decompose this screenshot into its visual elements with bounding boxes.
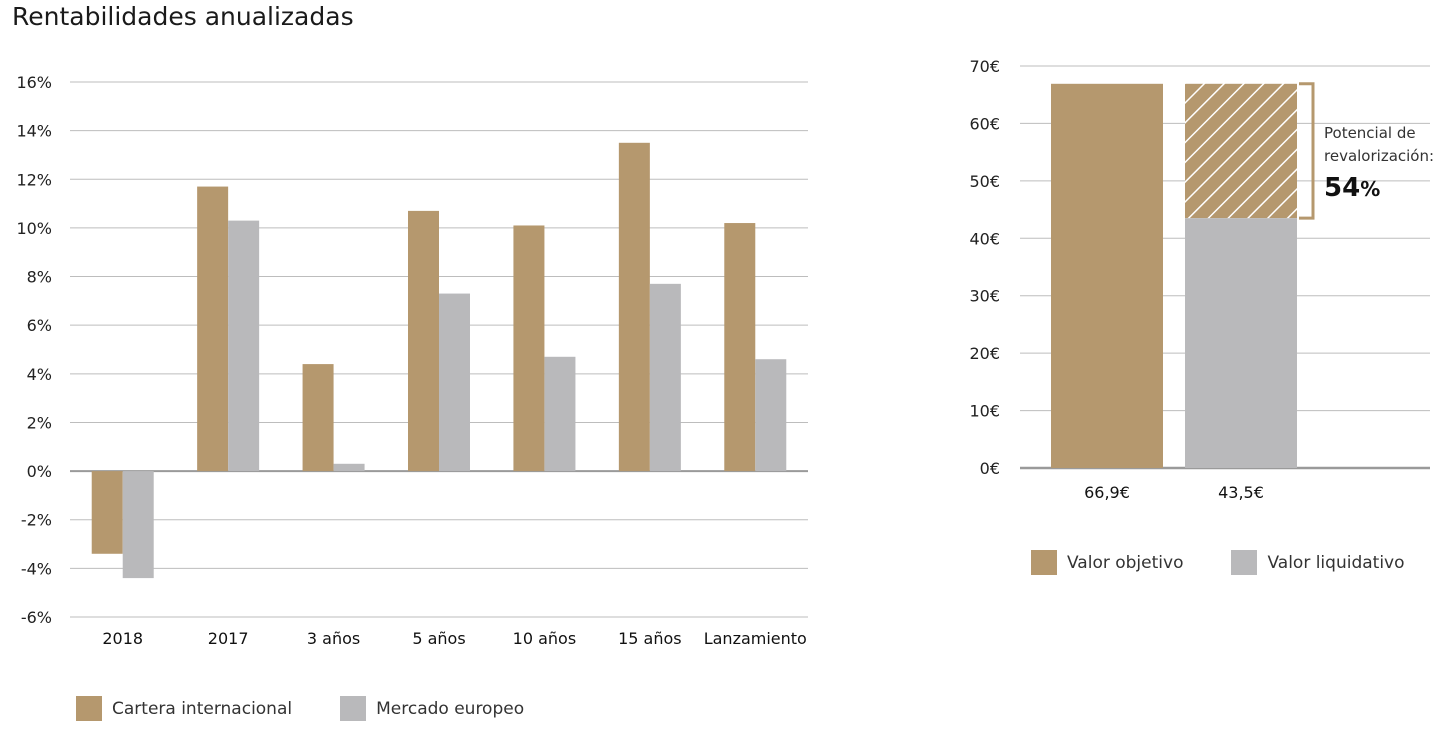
bar-mercado (122, 471, 154, 579)
y-tick-label: 40€ (969, 229, 1000, 248)
annotation-line1: Potencial de (1324, 124, 1416, 142)
bar-cartera (408, 210, 439, 472)
legend-item-cartera: Cartera internacional (76, 696, 292, 721)
bar-revalorizacion-potential (1185, 83, 1297, 219)
annotation-line2: revalorización: (1324, 147, 1434, 165)
annotation-value: 54% (1324, 173, 1380, 203)
legend-item-objetivo: Valor objetivo (1031, 550, 1183, 575)
x-tick-label: 3 años (307, 629, 360, 648)
value-label: 43,5€ (1218, 483, 1264, 502)
y-tick-label: 2% (27, 413, 52, 432)
annotation-value-number: 54 (1324, 173, 1360, 203)
legend-item-mercado: Mercado europeo (340, 696, 524, 721)
x-tick-label: 2017 (208, 629, 249, 648)
bar-mercado (333, 463, 365, 472)
y-tick-label: 16% (16, 73, 52, 92)
legend-label-mercado: Mercado europeo (376, 698, 525, 719)
legend-label-cartera: Cartera internacional (112, 698, 293, 719)
legend-swatch-cartera (76, 696, 102, 721)
y-tick-label: 4% (27, 365, 52, 384)
y-tick-label: 20€ (969, 344, 1000, 363)
legend-swatch-mercado (340, 696, 367, 721)
y-tick-label: 0€ (980, 459, 1000, 478)
bar-cartera (197, 186, 229, 472)
bar-mercado (544, 356, 576, 472)
chart-title: Rentabilidades anualizadas (12, 2, 354, 31)
y-tick-label: 30€ (969, 287, 1000, 306)
y-tick-label: 70€ (969, 57, 1000, 76)
returns-bar-chart: 16% 14% 12% 10% 8% 6% 4% 2% 0% -2% -4% -6% 2018 2017 3… (16, 73, 808, 648)
y-tick-label: 10€ (969, 402, 1000, 421)
valuation-legend: Valor objetivo Valor liquidativo (1031, 550, 1405, 575)
bar-mercado (755, 359, 787, 472)
bar-cartera (91, 471, 123, 554)
bar-cartera (513, 225, 545, 472)
y-tick-label: 6% (27, 316, 52, 335)
y-tick-label: 50€ (969, 172, 1000, 191)
y-tick-label: 60€ (969, 114, 1000, 133)
returns-legend: Cartera internacional Mercado europeo (76, 696, 524, 721)
y-tick-label: -2% (21, 511, 52, 530)
bar-valor-objetivo (1051, 83, 1163, 468)
y-tick-label: 14% (16, 122, 52, 141)
legend-label-liquidativo: Valor liquidativo (1267, 552, 1405, 573)
bar-mercado (439, 293, 470, 472)
y-tick-label: 8% (27, 268, 52, 287)
annotation-value-unit: % (1360, 177, 1380, 201)
y-tick-label: -6% (21, 608, 52, 627)
potential-bracket (1299, 82, 1315, 220)
x-tick-label: 2018 (102, 629, 143, 648)
x-tick-label: Lanzamiento (704, 629, 807, 648)
y-tick-label: 0% (27, 462, 52, 481)
bar-cartera (302, 364, 334, 472)
y-tick-label: 10% (16, 219, 52, 238)
legend-swatch-liquidativo (1231, 550, 1258, 575)
x-tick-label: 5 años (412, 629, 465, 648)
bar-mercado (228, 220, 260, 472)
bar-cartera (724, 223, 756, 472)
legend-label-objetivo: Valor objetivo (1067, 552, 1184, 573)
value-label: 66,9€ (1084, 483, 1130, 502)
legend-swatch-objetivo (1031, 550, 1057, 575)
y-tick-label: 12% (16, 170, 52, 189)
bar-cartera (618, 142, 650, 472)
legend-item-liquidativo: Valor liquidativo (1231, 550, 1405, 575)
valuation-bar-chart: 70€ 60€ 50€ 40€ 30€ 20€ 10€ 0€ 66,9€ 43,5€ Potenci… (969, 57, 1434, 502)
bar-valor-liquidativo (1185, 218, 1297, 468)
y-tick-label: -4% (21, 559, 52, 578)
x-tick-label: 10 años (513, 629, 577, 648)
x-tick-label: 15 años (618, 629, 682, 648)
bar-mercado (649, 283, 681, 472)
